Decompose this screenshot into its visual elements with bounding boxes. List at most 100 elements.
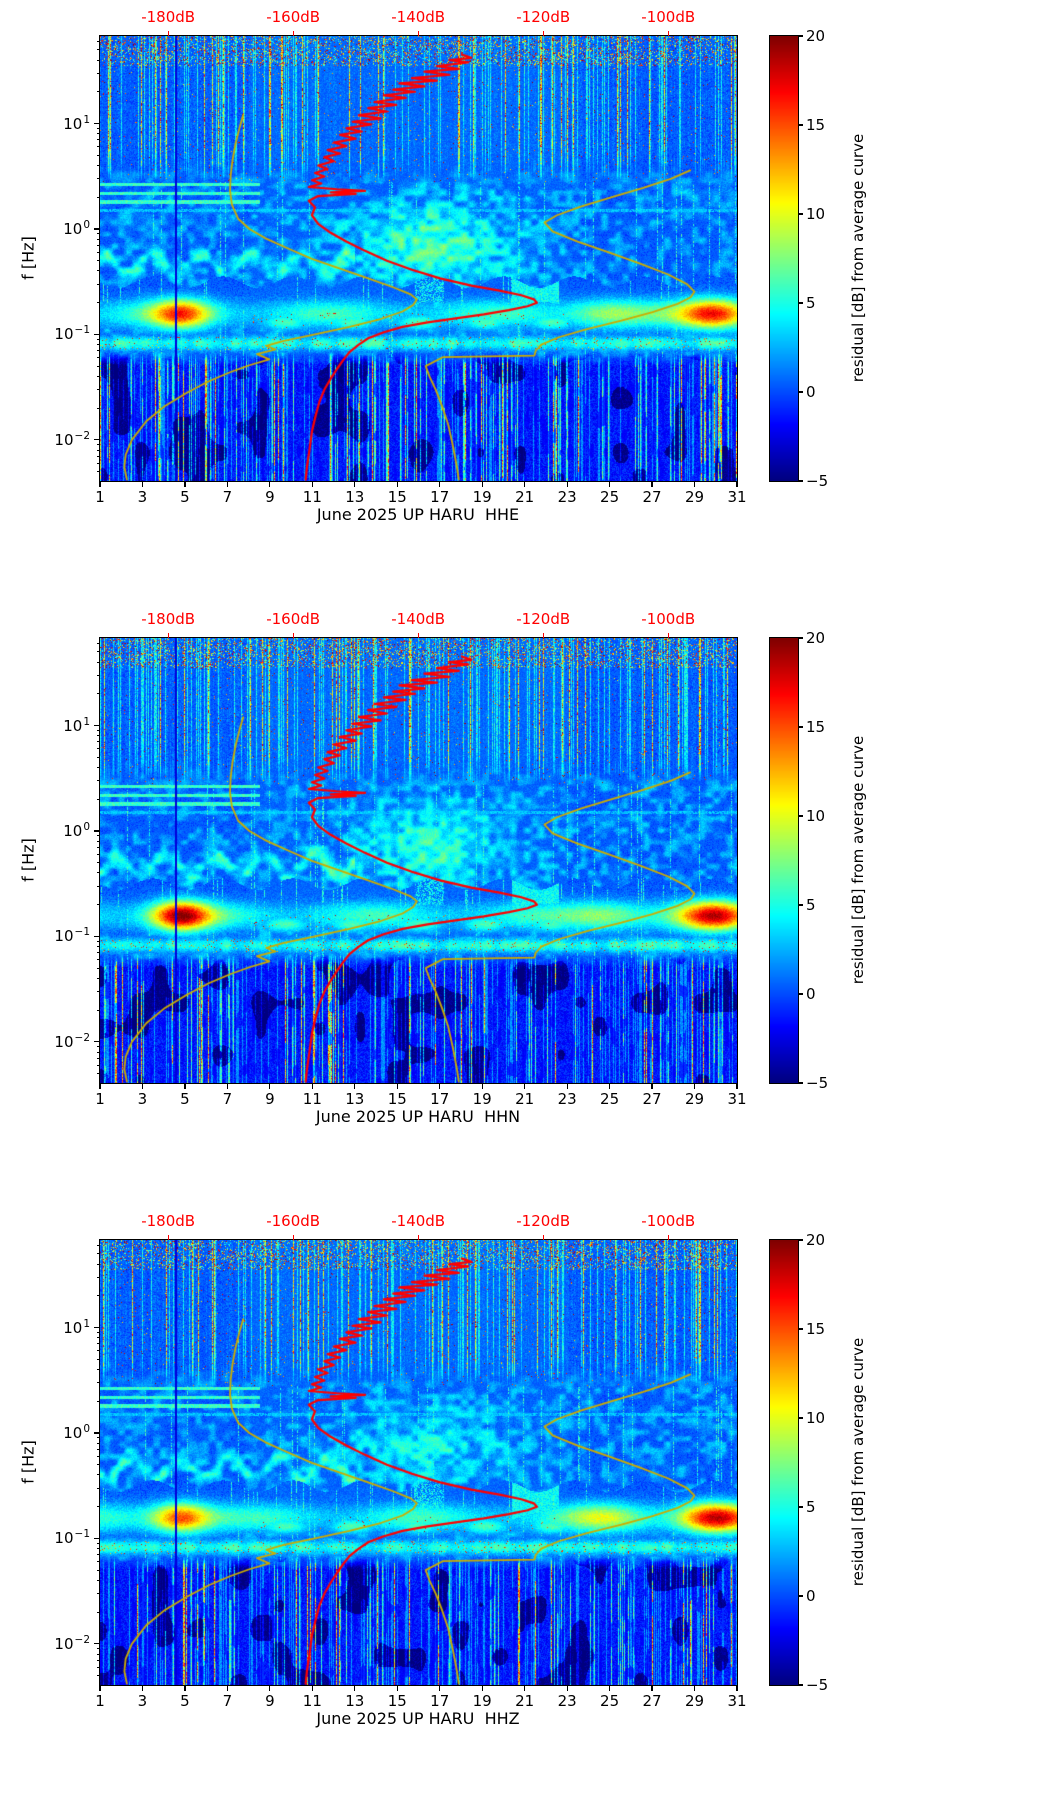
y-axis-minor-tick	[96, 872, 100, 874]
y-axis-minor-tick	[96, 1057, 100, 1059]
y-axis-minor-tick	[96, 940, 100, 942]
colorbar-tick	[798, 1684, 803, 1686]
colorbar-tick-label: −5	[806, 1676, 829, 1694]
y-axis-minor-tick	[96, 283, 100, 285]
y-axis-tick	[94, 439, 100, 441]
y-tick-base: 10	[54, 927, 74, 946]
colorbar	[769, 35, 803, 482]
colorbar-tick	[798, 1417, 803, 1419]
y-tick-exponent: −2	[74, 1031, 90, 1044]
y-tick-base: 10	[63, 219, 83, 238]
colorbar-label: residual [dB] from average curve	[849, 735, 867, 985]
colorbar-tick-label: 15	[806, 718, 826, 736]
top-db-label: -100dB	[641, 610, 696, 628]
y-axis-minor-tick	[96, 1448, 100, 1450]
y-tick-label: 10−1	[54, 1528, 90, 1547]
x-axis-tick	[481, 1685, 483, 1691]
y-axis-minor-tick	[96, 1051, 100, 1053]
x-tick-label: 17	[430, 1692, 450, 1710]
y-tick-exponent: 0	[83, 820, 90, 833]
colorbar-tick-label: 15	[806, 116, 826, 134]
y-axis-tick	[94, 1432, 100, 1434]
x-axis-tick	[524, 481, 526, 487]
y-axis-label: f [Hz]	[18, 236, 38, 280]
x-axis-tick	[396, 481, 398, 487]
top-db-label: -100dB	[641, 1212, 696, 1230]
y-axis-minor-tick	[96, 1382, 100, 1384]
top-db-label: -140dB	[391, 1212, 446, 1230]
x-axis-tick	[226, 1083, 228, 1089]
x-axis-tick	[693, 1083, 696, 1089]
y-axis-minor-tick	[96, 1666, 100, 1668]
y-axis-minor-tick	[96, 693, 100, 695]
colorbar-tick	[798, 213, 803, 215]
y-axis-minor-tick	[96, 1569, 100, 1571]
y-tick-exponent: 1	[83, 715, 90, 728]
colorbar-tick	[798, 35, 803, 37]
y-tick-label: 10−1	[54, 926, 90, 946]
x-axis-tick	[693, 1685, 696, 1691]
y-axis-minor-tick	[96, 407, 100, 409]
y-axis-minor-tick	[96, 651, 100, 653]
x-tick-label: 21	[515, 1692, 535, 1710]
y-axis-minor-tick	[96, 904, 100, 906]
y-axis-minor-tick	[96, 735, 100, 737]
x-axis-tick	[566, 1083, 568, 1089]
x-tick-label: 13	[345, 1692, 365, 1710]
colorbar-tick-label: 5	[806, 294, 816, 312]
colorbar-tick-label: 20	[806, 27, 826, 45]
y-axis-tick	[94, 830, 100, 832]
top-axis-tick	[167, 31, 169, 36]
y-axis-minor-tick	[96, 1437, 100, 1439]
x-tick-label: 3	[137, 488, 148, 506]
x-tick-label: 1	[95, 1090, 105, 1108]
y-axis-minor-tick	[96, 1073, 100, 1075]
y-axis-minor-tick	[96, 1593, 100, 1595]
y-axis-minor-tick	[96, 853, 100, 855]
x-tick-label: 13	[345, 488, 365, 506]
spectrogram-canvas	[100, 638, 737, 1083]
y-axis-minor-tick	[96, 91, 100, 93]
x-tick-label: 3	[137, 1692, 148, 1710]
x-tick-label: 19	[472, 1692, 492, 1710]
colorbar-tick	[798, 726, 803, 728]
x-tick-label: 1	[95, 488, 105, 506]
y-axis-minor-tick	[96, 471, 100, 473]
y-axis-minor-tick	[96, 1046, 100, 1048]
colorbar-gradient	[770, 36, 798, 481]
spectrogram-panel: f [Hz] -180dB -160dB -140dB -120dB -100dB 1 3 5…	[0, 0, 1052, 602]
y-axis-minor-tick	[96, 756, 100, 758]
top-db-label: -140dB	[391, 610, 446, 628]
x-axis-tick	[269, 1685, 271, 1691]
x-tick-label: 23	[557, 488, 577, 506]
x-tick-label: 27	[642, 488, 662, 506]
spectrogram-canvas	[100, 1240, 737, 1685]
x-tick-label: 29	[684, 1692, 705, 1710]
y-axis-minor-tick	[96, 244, 100, 246]
y-axis-minor-tick	[96, 1442, 100, 1444]
y-axis-minor-tick	[96, 196, 100, 198]
x-axis-tick	[141, 1083, 144, 1089]
x-axis-tick	[184, 1083, 186, 1089]
y-axis-tick	[94, 228, 100, 230]
top-axis-tick	[417, 31, 419, 36]
y-axis-minor-tick	[96, 449, 100, 451]
x-axis-tick	[439, 1083, 441, 1089]
y-axis-minor-tick	[96, 977, 100, 979]
y-axis-minor-tick	[96, 991, 100, 993]
y-axis-minor-tick	[96, 661, 100, 663]
x-tick-label: 11	[302, 1090, 322, 1108]
x-tick-label: 7	[222, 1692, 233, 1710]
top-db-label: -180dB	[141, 1212, 196, 1230]
colorbar-tick-label: 5	[806, 1498, 816, 1516]
y-axis-minor-tick	[96, 952, 100, 954]
x-tick-label: 31	[727, 488, 747, 506]
x-tick-label: 27	[642, 1692, 662, 1710]
x-axis-tick	[396, 1685, 398, 1691]
y-axis-minor-tick	[96, 127, 100, 129]
colorbar-label: residual [dB] from average curve	[849, 1337, 867, 1587]
x-axis-title: June 2025 UP HARU HHZ	[316, 1709, 520, 1728]
top-db-label: -180dB	[141, 8, 196, 26]
x-tick-label: 7	[222, 488, 233, 506]
top-db-label: -120dB	[516, 1212, 571, 1230]
